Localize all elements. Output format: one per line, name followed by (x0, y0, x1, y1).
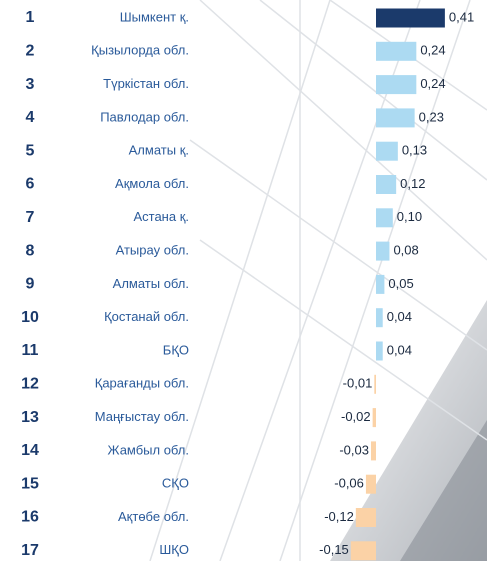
bar (374, 374, 376, 394)
category-label: ШҚО (159, 542, 189, 557)
value-label: 0,05 (388, 276, 413, 291)
bar (370, 441, 376, 461)
category-label: Алматы қ. (129, 143, 189, 158)
category-label: СҚО (162, 476, 189, 491)
rank: 17 (21, 542, 39, 559)
bar (376, 308, 383, 328)
bar (350, 541, 376, 561)
category-label: Шымкент қ. (120, 9, 189, 24)
rank: 1 (26, 9, 35, 26)
rank: 7 (26, 209, 35, 226)
value-label: 0,04 (387, 342, 412, 357)
value-label: 0,13 (402, 143, 427, 158)
category-label: Астана қ. (133, 209, 189, 224)
bar (355, 508, 376, 527)
rank: 16 (21, 509, 39, 526)
bar (376, 108, 415, 128)
rank: 14 (21, 442, 39, 459)
category-label: Алматы обл. (113, 276, 189, 291)
value-label: 0,24 (420, 76, 445, 91)
bar (376, 175, 397, 194)
category-label: Ақтөбе обл. (118, 509, 189, 524)
rank: 15 (21, 475, 39, 492)
rank: 9 (26, 276, 35, 293)
value-label: 0,10 (397, 209, 422, 224)
bar (376, 274, 385, 294)
category-label: Жамбыл обл. (108, 442, 189, 457)
rank: 4 (26, 109, 35, 126)
category-label: Ақмола обл. (115, 176, 189, 191)
value-label: -0,03 (339, 442, 369, 457)
bar (376, 208, 393, 228)
category-label: Маңғыстау обл. (95, 409, 189, 424)
bar (376, 141, 398, 161)
value-label: -0,01 (343, 376, 373, 391)
rank: 11 (22, 342, 39, 359)
bar (365, 474, 376, 494)
category-label: Павлодар обл. (100, 109, 189, 124)
bar (376, 41, 417, 61)
category-label: Қостанай обл. (104, 309, 189, 324)
bar (372, 408, 376, 428)
rank: 6 (26, 176, 35, 193)
rank: 2 (26, 43, 35, 60)
value-label: 0,04 (387, 309, 412, 324)
value-label: 0,41 (449, 9, 474, 24)
rank: 5 (26, 142, 35, 159)
value-label: 0,23 (419, 109, 444, 124)
bar (376, 341, 383, 361)
value-label: -0,06 (334, 476, 364, 491)
rank: 13 (21, 409, 39, 426)
category-label: Атырау обл. (116, 243, 189, 258)
value-label: -0,02 (341, 409, 371, 424)
bar (376, 75, 417, 95)
bar (376, 241, 390, 261)
value-label: -0,12 (324, 509, 354, 524)
value-label: 0,12 (400, 176, 425, 191)
category-label: Қызылорда обл. (91, 43, 189, 58)
category-label: Қарағанды обл. (95, 376, 189, 391)
rank: 10 (21, 309, 39, 326)
bar (376, 8, 445, 28)
value-label: 0,08 (393, 243, 418, 258)
rank: 8 (26, 242, 35, 259)
value-label: 0,24 (420, 43, 445, 58)
rank: 12 (21, 376, 39, 393)
category-label: БҚО (163, 342, 189, 357)
rank: 3 (26, 76, 35, 93)
category-label: Түркістан обл. (103, 76, 189, 91)
value-label: -0,15 (319, 542, 349, 557)
